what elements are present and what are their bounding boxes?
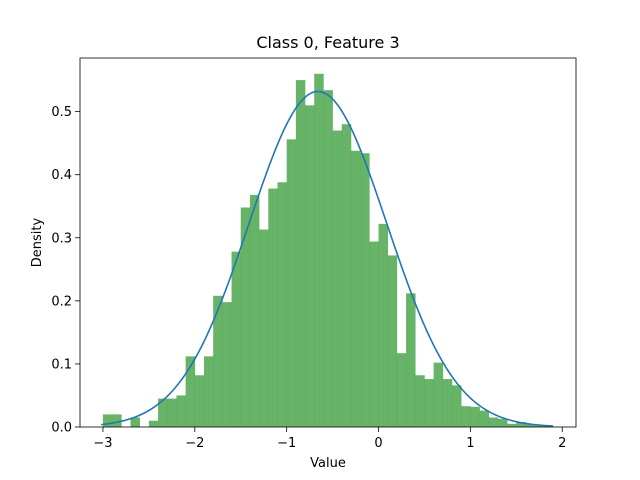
histogram-bar [158, 398, 168, 427]
histogram-bar [167, 398, 177, 427]
histogram-bar [507, 423, 517, 427]
y-tick-label: 0.4 [51, 168, 72, 183]
histogram-bar [534, 425, 545, 427]
histogram-bar [369, 241, 379, 427]
histogram-bar [452, 385, 462, 427]
histogram-bar [176, 395, 186, 427]
histogram-bar [461, 406, 471, 427]
histogram-bar [488, 417, 499, 427]
x-tick-label: −1 [277, 436, 296, 451]
y-axis-ticks: 0.0 0.1 0.2 0.3 0.4 0.5 [51, 105, 80, 436]
histogram-bar [360, 153, 370, 427]
histogram-bar [194, 375, 205, 427]
histogram-bar [332, 130, 343, 428]
x-axis-ticks: −3 −2 −1 0 1 2 [93, 427, 566, 451]
x-tick-label: −2 [185, 436, 204, 451]
histogram-bars [102, 73, 554, 428]
chart-title: Class 0, Feature 3 [256, 33, 399, 52]
histogram-bar [204, 356, 214, 427]
histogram-bar [213, 295, 223, 427]
x-tick-label: −3 [93, 436, 112, 451]
histogram-bar [268, 188, 278, 427]
y-tick-label: 0.1 [51, 357, 72, 372]
x-tick-label: 2 [558, 436, 566, 451]
histogram-bar [240, 207, 251, 427]
y-tick-label: 0.0 [51, 421, 72, 436]
y-tick-label: 0.5 [51, 105, 72, 120]
histogram-bar [130, 417, 141, 427]
histogram-bar [406, 293, 416, 427]
histogram-bar [323, 90, 333, 428]
histogram-bar [497, 418, 508, 427]
histogram-bar [277, 182, 287, 427]
x-axis-label: Value [310, 456, 346, 471]
histogram-bar [415, 375, 425, 427]
histogram-bar [387, 255, 398, 427]
y-axis-label: Density [30, 217, 45, 267]
histogram-bar [102, 414, 113, 427]
histogram-bar [479, 410, 490, 427]
histogram-bar [378, 223, 389, 427]
histogram-bar [185, 356, 196, 427]
plot-frame [79, 57, 577, 428]
histogram-bar [442, 379, 453, 427]
histogram-bar [314, 73, 324, 428]
histogram-bar [231, 251, 242, 427]
histogram-bar [433, 362, 444, 427]
histogram-bar [112, 414, 122, 427]
histogram-bar [516, 421, 526, 427]
y-tick-label: 0.2 [51, 294, 72, 309]
histogram-bar [424, 379, 434, 427]
histogram-bar [222, 302, 232, 427]
x-tick-label: 1 [466, 436, 474, 451]
histogram-bar [249, 194, 260, 427]
histogram-bar [259, 229, 269, 427]
histogram-bar [295, 80, 306, 428]
histogram-bar [525, 424, 535, 427]
histogram-bar [286, 139, 297, 427]
histogram-bar [350, 150, 361, 427]
histogram-bar [305, 105, 315, 428]
histogram-bar [396, 353, 407, 427]
x-tick-label: 0 [374, 436, 382, 451]
histogram-bar [470, 406, 480, 427]
histogram-bar [341, 124, 352, 427]
y-tick-label: 0.3 [51, 231, 72, 246]
density-curve [101, 90, 554, 427]
histogram-bar [148, 420, 159, 427]
